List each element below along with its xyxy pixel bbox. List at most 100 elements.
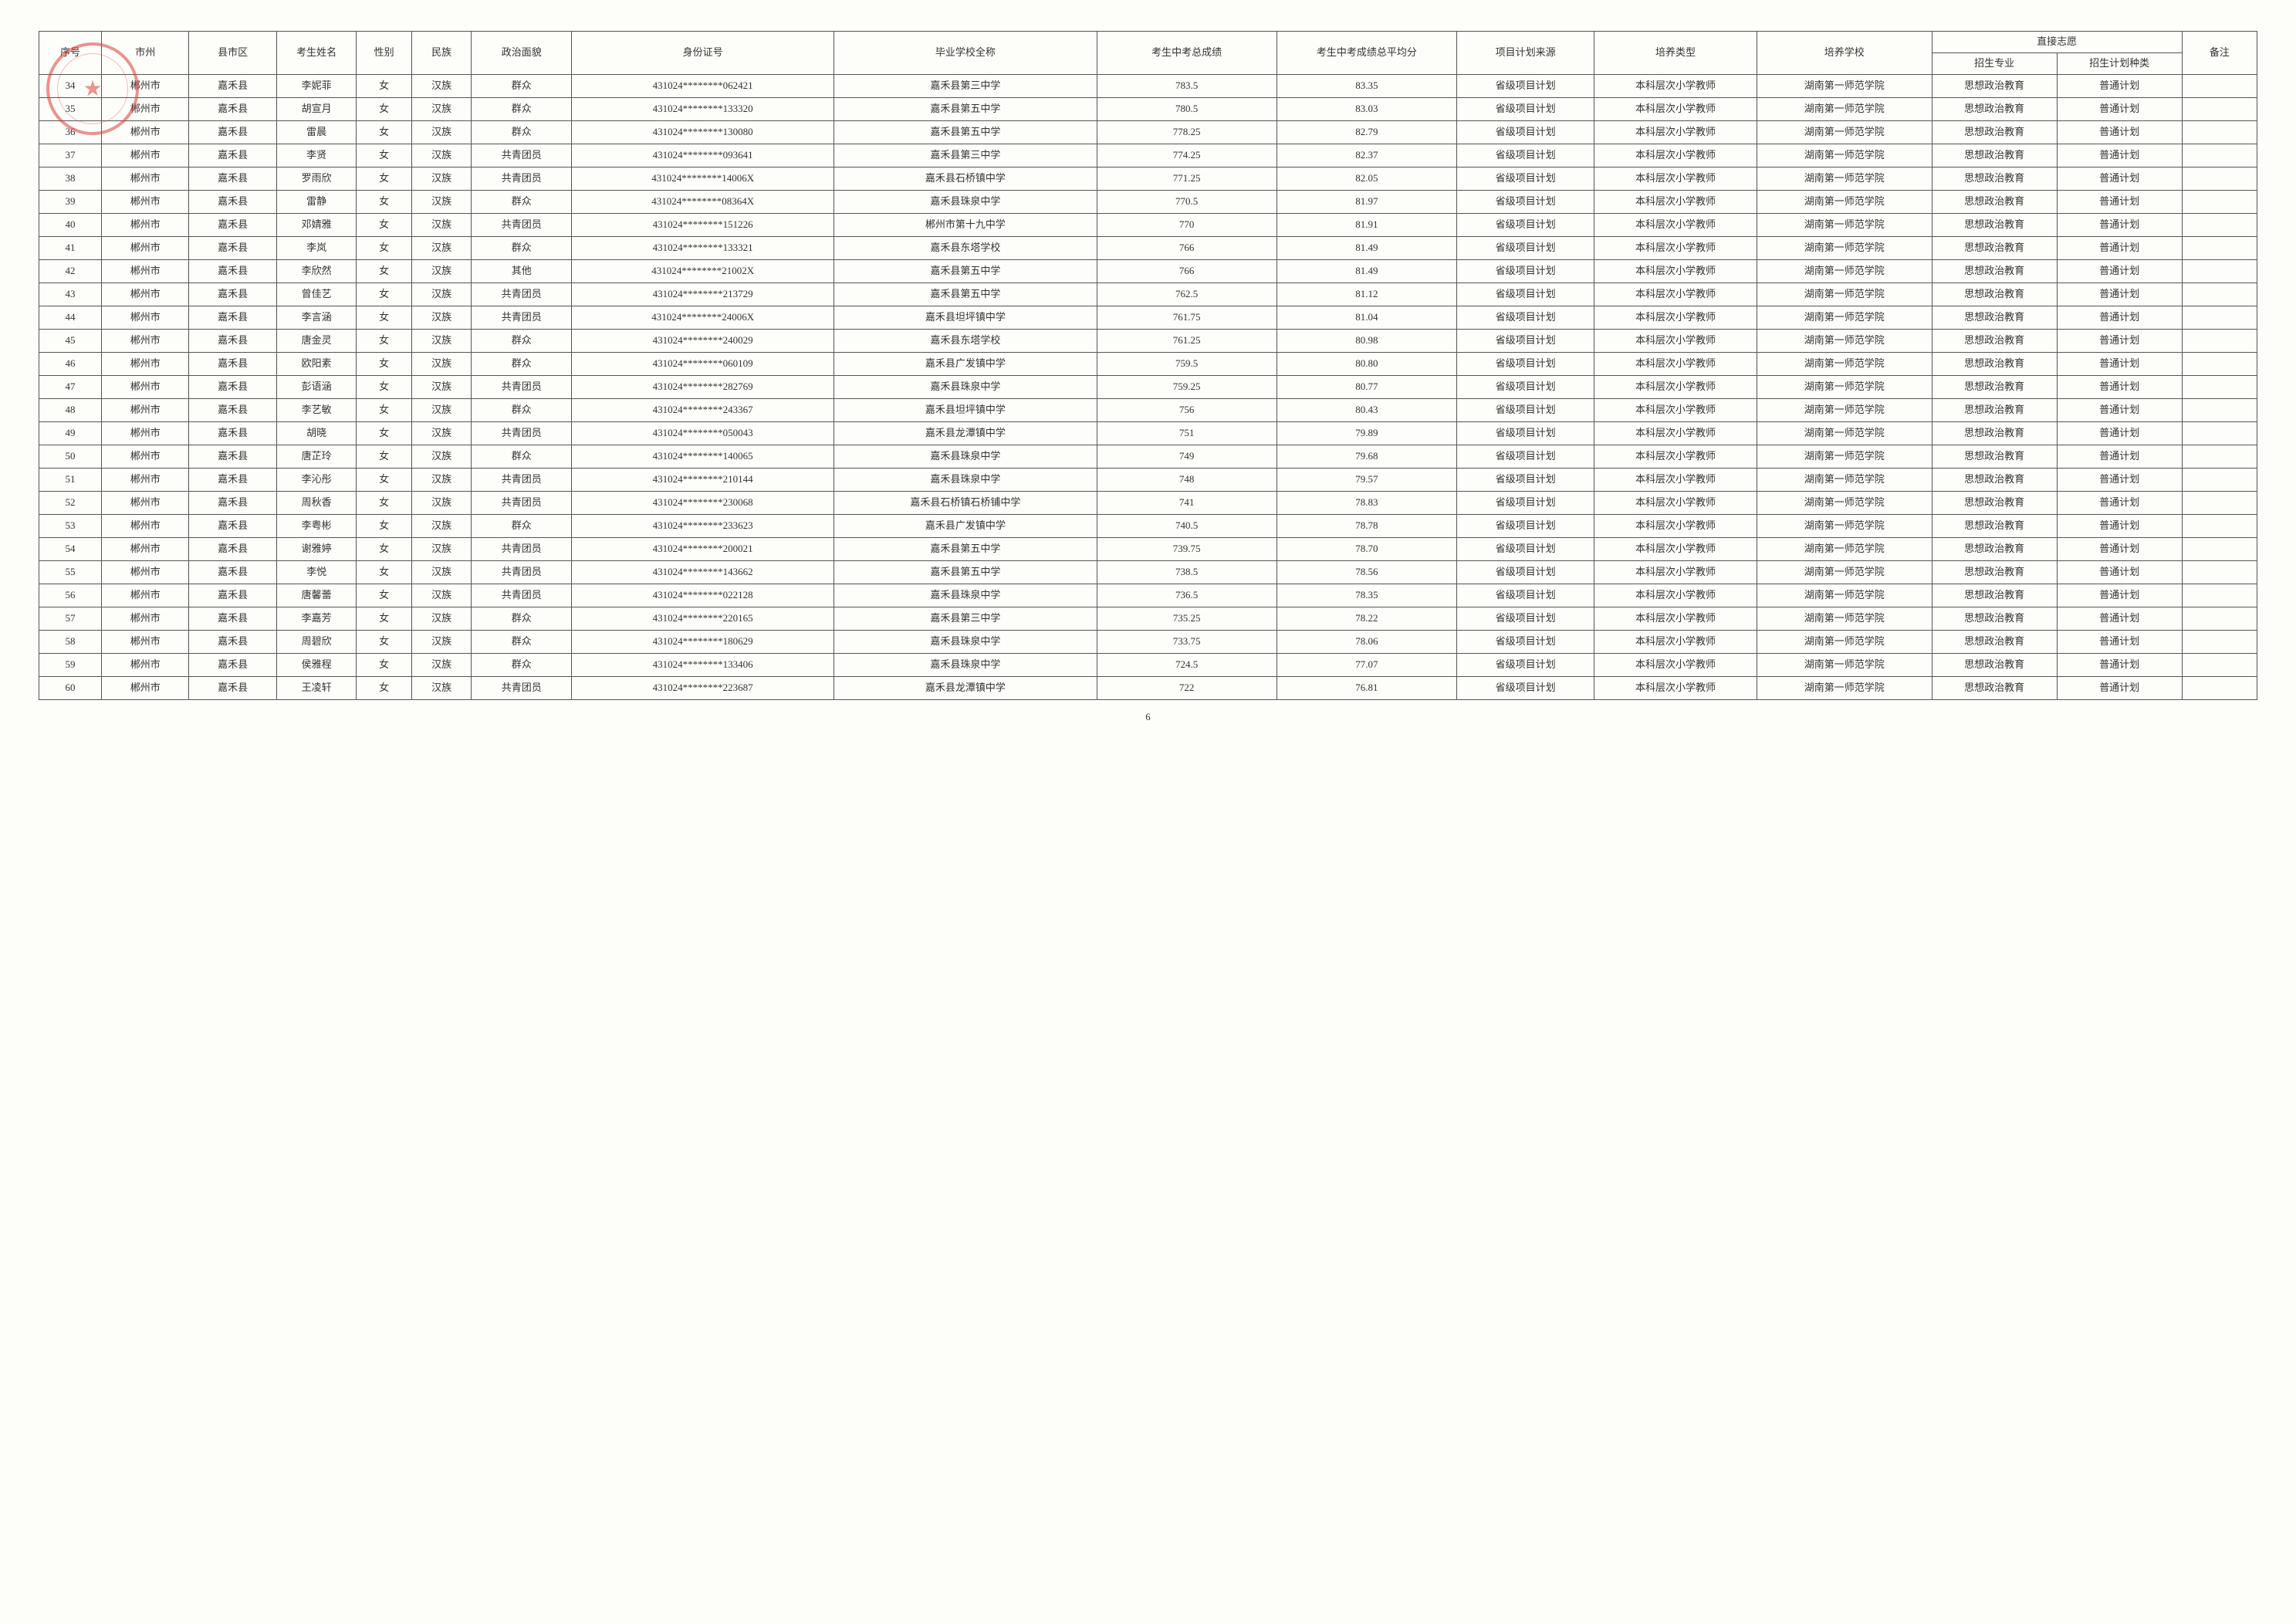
cell-school: 嘉禾县第五中学	[834, 98, 1097, 121]
cell-avg: 82.05	[1276, 167, 1456, 191]
table-row: 52郴州市嘉禾县周秋香女汉族共青团员431024********230068嘉禾…	[39, 492, 2257, 515]
cell-score: 771.25	[1097, 167, 1276, 191]
cell-name: 李沁彤	[276, 469, 357, 492]
cell-sex: 女	[357, 330, 411, 353]
cell-ethnic: 汉族	[411, 607, 472, 631]
cell-school: 嘉禾县石桥镇石桥铺中学	[834, 492, 1097, 515]
cell-seq: 55	[39, 561, 102, 584]
cell-seq: 46	[39, 353, 102, 376]
cell-inst: 湖南第一师范学院	[1757, 469, 1932, 492]
cell-ethnic: 汉族	[411, 515, 472, 538]
cell-plan: 普通计划	[2057, 98, 2182, 121]
cell-note	[2182, 469, 2257, 492]
cell-pol: 群众	[472, 330, 572, 353]
cell-inst: 湖南第一师范学院	[1757, 98, 1932, 121]
cell-train: 本科层次小学教师	[1594, 98, 1757, 121]
cell-ethnic: 汉族	[411, 214, 472, 237]
cell-name: 谢雅婷	[276, 538, 357, 561]
cell-name: 李妮菲	[276, 75, 357, 98]
cell-name: 唐馨蕾	[276, 584, 357, 607]
cell-county: 嘉禾县	[189, 492, 276, 515]
cell-train: 本科层次小学教师	[1594, 306, 1757, 330]
table-header: 序号 市州 县市区 考生姓名 性别 民族 政治面貌 身份证号 毕业学校全称 考生…	[39, 32, 2257, 75]
cell-inst: 湖南第一师范学院	[1757, 191, 1932, 214]
cell-sex: 女	[357, 584, 411, 607]
cell-seq: 47	[39, 376, 102, 399]
cell-score: 739.75	[1097, 538, 1276, 561]
cell-src: 省级项目计划	[1457, 167, 1594, 191]
cell-major: 思想政治教育	[1932, 260, 2057, 283]
cell-note	[2182, 492, 2257, 515]
cell-score: 766	[1097, 260, 1276, 283]
cell-inst: 湖南第一师范学院	[1757, 607, 1932, 631]
cell-school: 嘉禾县珠泉中学	[834, 445, 1097, 469]
cell-city: 郴州市	[102, 538, 189, 561]
cell-note	[2182, 260, 2257, 283]
cell-src: 省级项目计划	[1457, 376, 1594, 399]
cell-major: 思想政治教育	[1932, 538, 2057, 561]
cell-county: 嘉禾县	[189, 306, 276, 330]
table-row: 41郴州市嘉禾县李岚女汉族群众431024********133321嘉禾县东塔…	[39, 237, 2257, 260]
cell-city: 郴州市	[102, 237, 189, 260]
cell-major: 思想政治教育	[1932, 445, 2057, 469]
cell-city: 郴州市	[102, 191, 189, 214]
cell-pol: 群众	[472, 191, 572, 214]
cell-city: 郴州市	[102, 121, 189, 144]
cell-pol: 共青团员	[472, 492, 572, 515]
cell-pol: 共青团员	[472, 538, 572, 561]
header-school: 毕业学校全称	[834, 32, 1097, 75]
cell-school: 嘉禾县龙潭镇中学	[834, 677, 1097, 700]
cell-plan: 普通计划	[2057, 330, 2182, 353]
cell-school: 嘉禾县第三中学	[834, 75, 1097, 98]
cell-county: 嘉禾县	[189, 515, 276, 538]
cell-plan: 普通计划	[2057, 214, 2182, 237]
cell-pol: 共青团员	[472, 561, 572, 584]
cell-src: 省级项目计划	[1457, 677, 1594, 700]
cell-score: 762.5	[1097, 283, 1276, 306]
cell-train: 本科层次小学教师	[1594, 445, 1757, 469]
cell-train: 本科层次小学教师	[1594, 538, 1757, 561]
cell-major: 思想政治教育	[1932, 677, 2057, 700]
cell-avg: 78.70	[1276, 538, 1456, 561]
cell-src: 省级项目计划	[1457, 353, 1594, 376]
cell-id: 431024********24006X	[572, 306, 834, 330]
cell-sex: 女	[357, 607, 411, 631]
cell-pol: 其他	[472, 260, 572, 283]
cell-pol: 群众	[472, 607, 572, 631]
table-row: 50郴州市嘉禾县唐芷玲女汉族群众431024********140065嘉禾县珠…	[39, 445, 2257, 469]
table-row: 47郴州市嘉禾县彭语涵女汉族共青团员431024********282769嘉禾…	[39, 376, 2257, 399]
cell-county: 嘉禾县	[189, 98, 276, 121]
cell-score: 751	[1097, 422, 1276, 445]
cell-ethnic: 汉族	[411, 584, 472, 607]
cell-pol: 群众	[472, 399, 572, 422]
cell-ethnic: 汉族	[411, 376, 472, 399]
cell-sex: 女	[357, 445, 411, 469]
cell-plan: 普通计划	[2057, 607, 2182, 631]
cell-seq: 35	[39, 98, 102, 121]
cell-inst: 湖南第一师范学院	[1757, 515, 1932, 538]
cell-plan: 普通计划	[2057, 75, 2182, 98]
cell-sex: 女	[357, 167, 411, 191]
cell-sex: 女	[357, 422, 411, 445]
cell-seq: 48	[39, 399, 102, 422]
cell-score: 770.5	[1097, 191, 1276, 214]
cell-avg: 80.98	[1276, 330, 1456, 353]
header-city: 市州	[102, 32, 189, 75]
cell-inst: 湖南第一师范学院	[1757, 422, 1932, 445]
cell-pol: 共青团员	[472, 469, 572, 492]
cell-inst: 湖南第一师范学院	[1757, 584, 1932, 607]
cell-plan: 普通计划	[2057, 191, 2182, 214]
cell-plan: 普通计划	[2057, 561, 2182, 584]
cell-city: 郴州市	[102, 492, 189, 515]
cell-src: 省级项目计划	[1457, 469, 1594, 492]
cell-id: 431024********140065	[572, 445, 834, 469]
cell-county: 嘉禾县	[189, 677, 276, 700]
cell-city: 郴州市	[102, 515, 189, 538]
cell-score: 778.25	[1097, 121, 1276, 144]
table-row: 40郴州市嘉禾县邓婧雅女汉族共青团员431024********151226郴州…	[39, 214, 2257, 237]
cell-train: 本科层次小学教师	[1594, 492, 1757, 515]
cell-id: 431024********060109	[572, 353, 834, 376]
cell-school: 嘉禾县第五中学	[834, 561, 1097, 584]
cell-seq: 44	[39, 306, 102, 330]
table-row: 54郴州市嘉禾县谢雅婷女汉族共青团员431024********200021嘉禾…	[39, 538, 2257, 561]
